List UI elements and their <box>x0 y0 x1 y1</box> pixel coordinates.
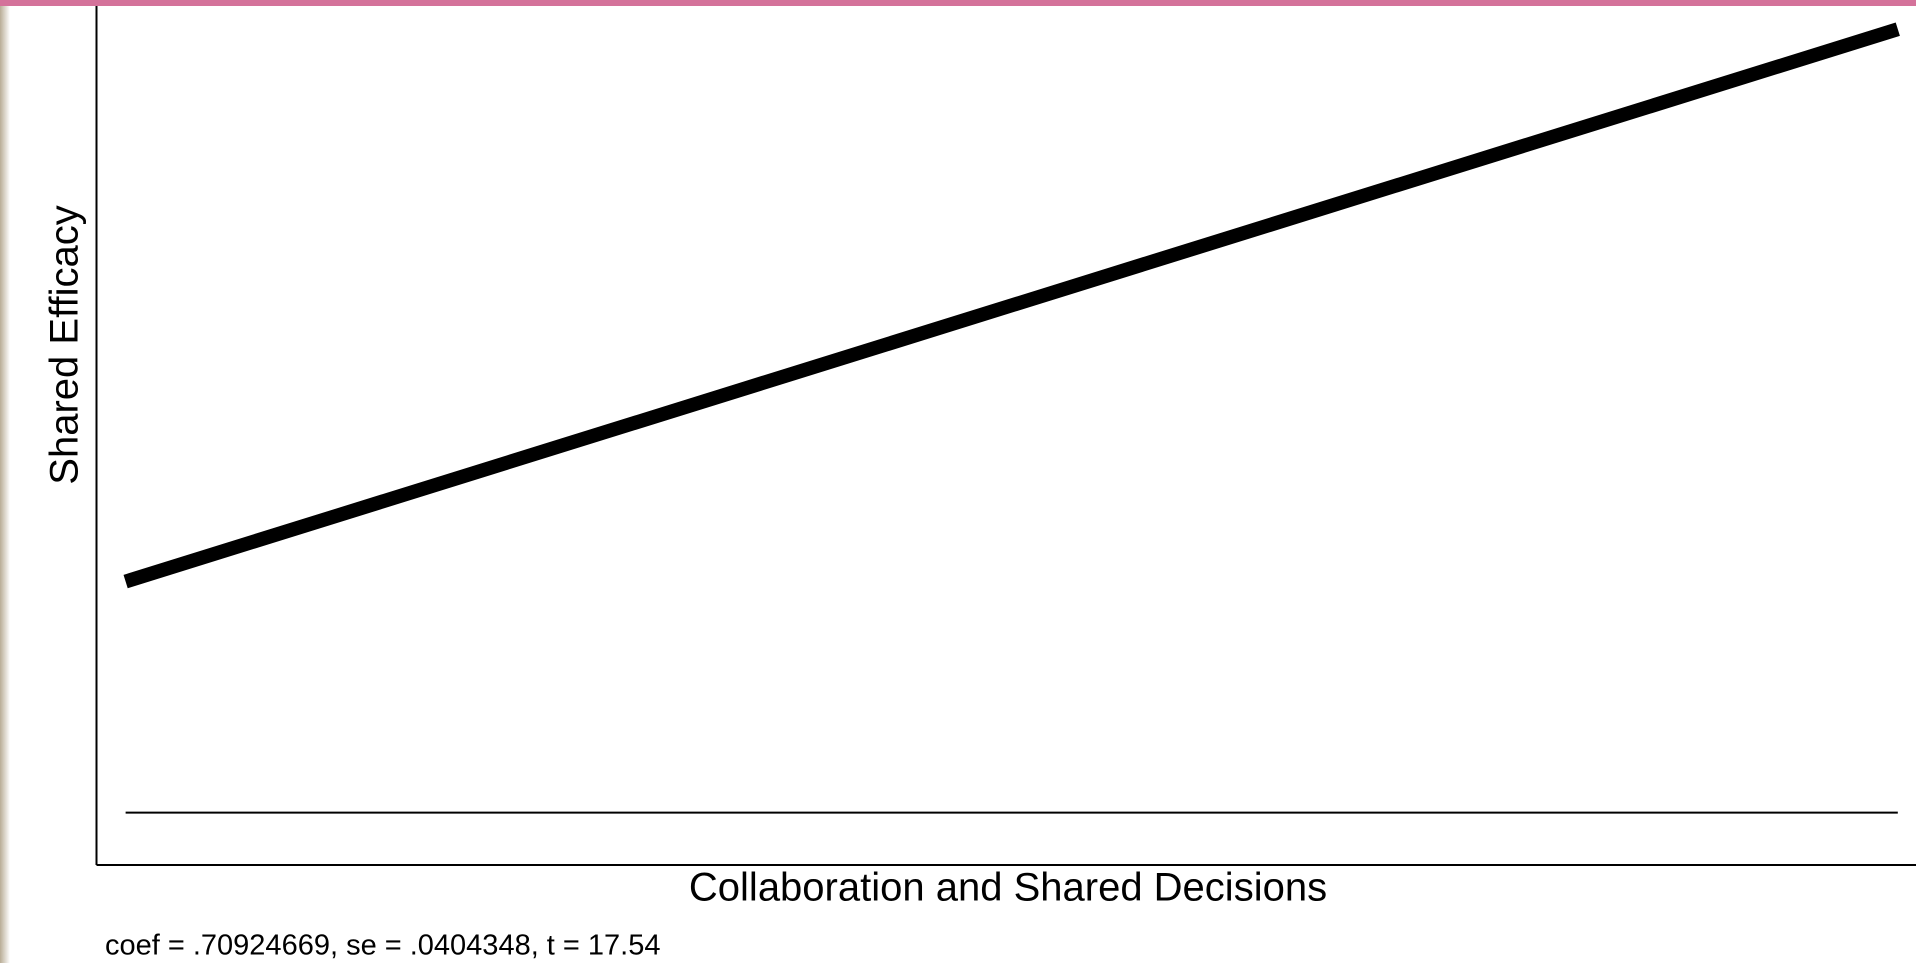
y-axis-label: Shared Efficacy <box>43 205 87 484</box>
top-bar <box>0 0 1916 6</box>
x-axis-label: Collaboration and Shared Decisions <box>689 866 1327 910</box>
note: coef = .70924669, se = .0404348, t = 17.… <box>105 930 661 962</box>
fit-line <box>123 22 1900 589</box>
left-edge <box>0 0 10 963</box>
